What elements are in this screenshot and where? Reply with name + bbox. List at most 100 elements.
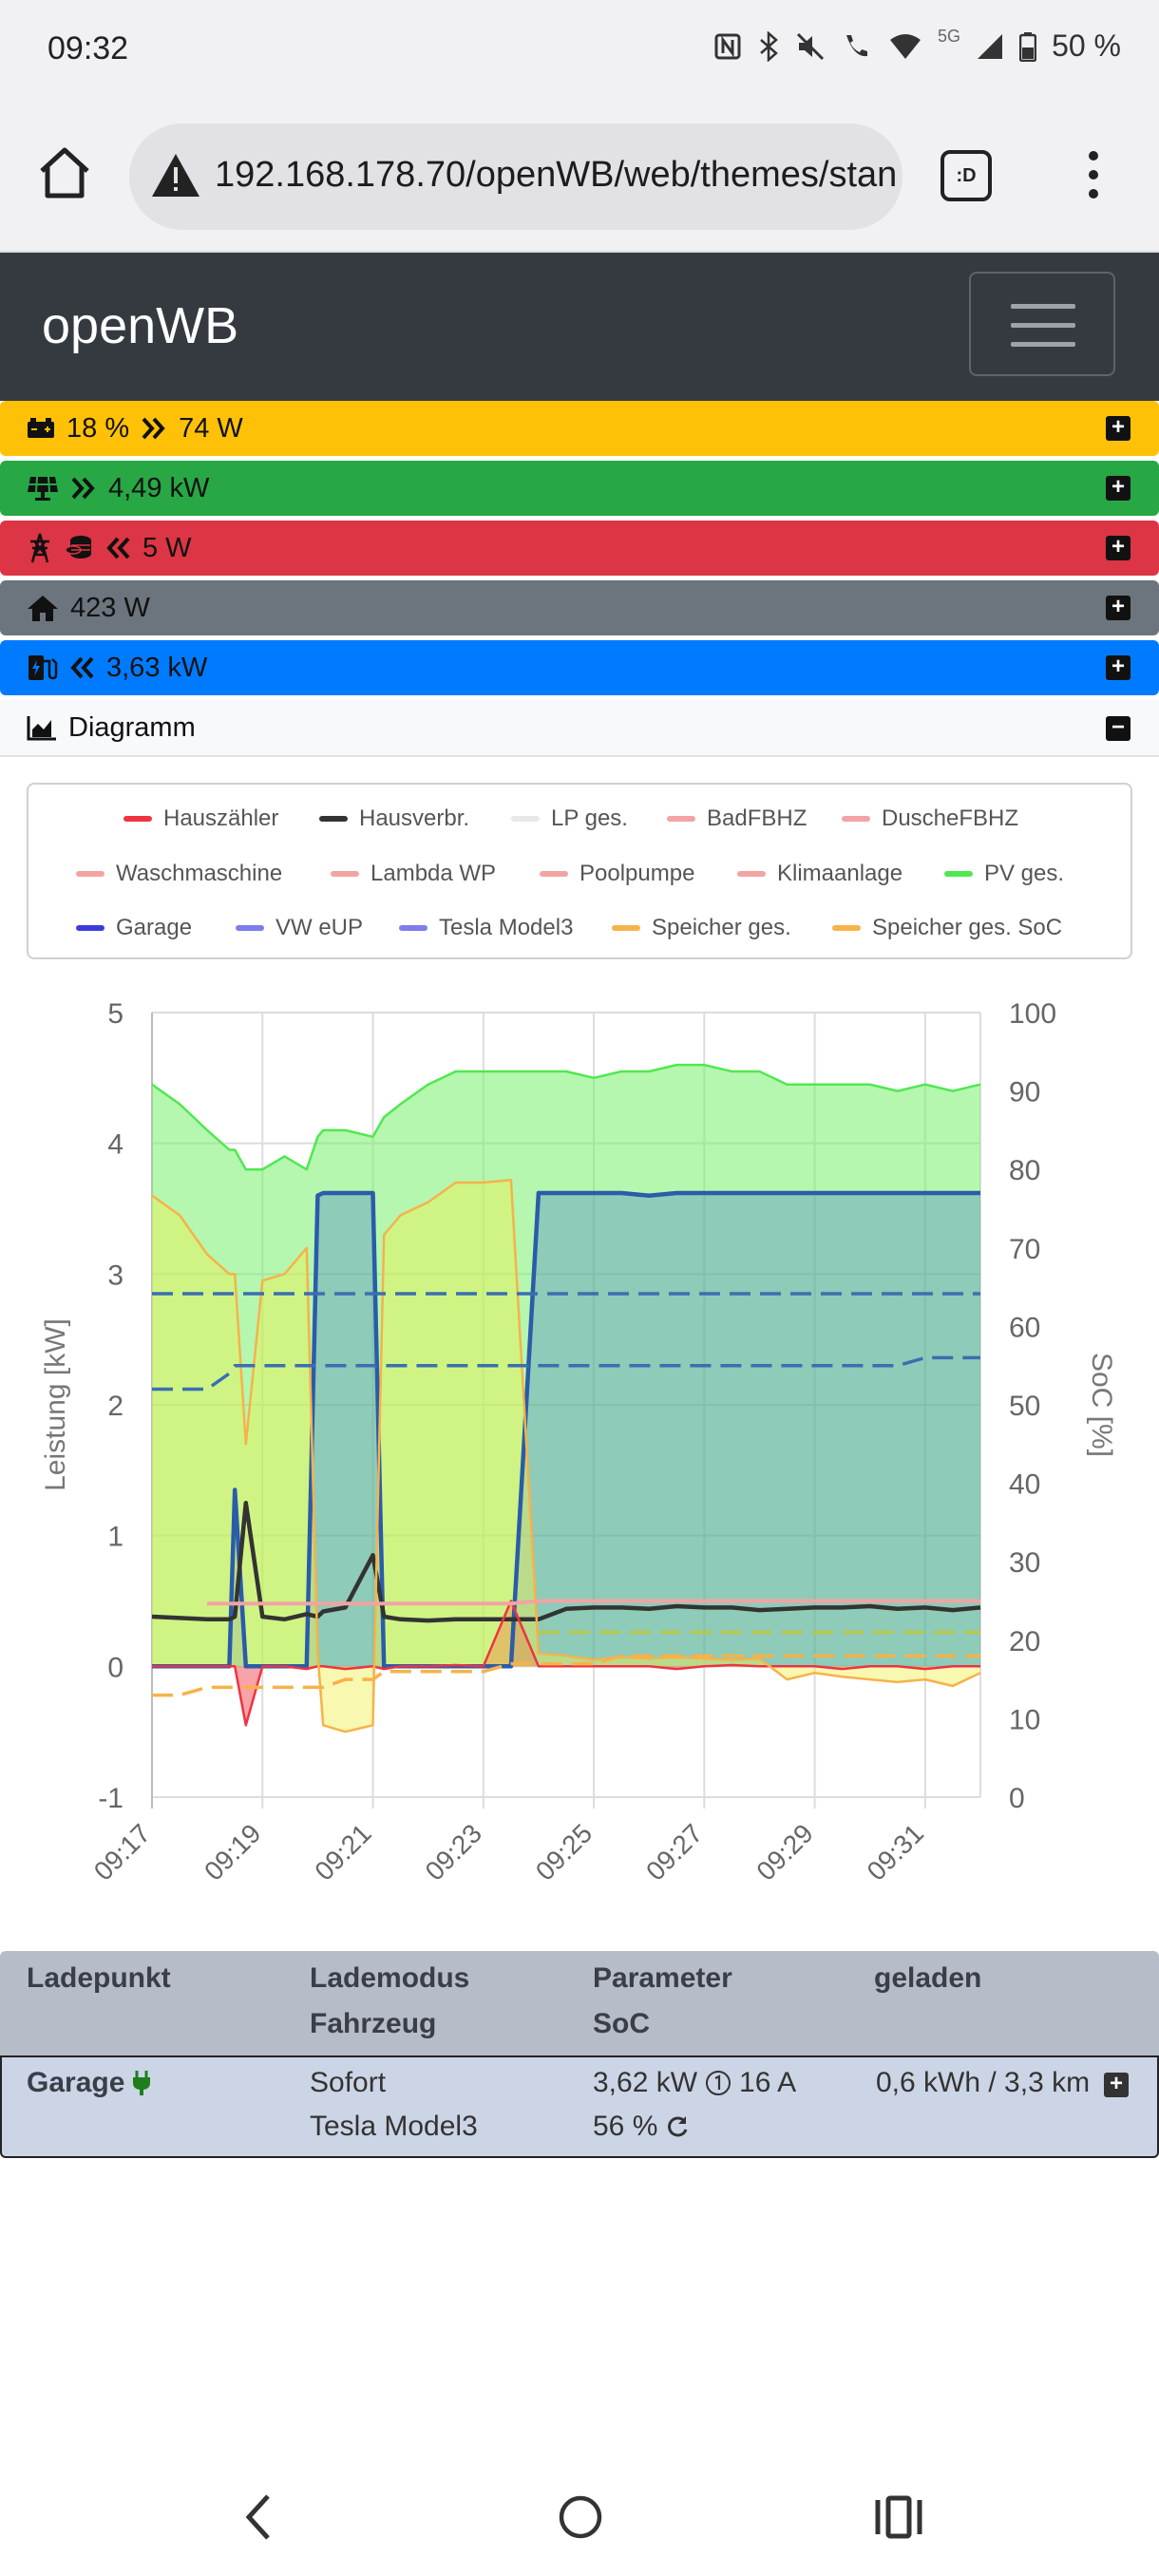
legend-item[interactable]: Tesla Model3	[399, 915, 573, 941]
legend-item[interactable]: Speicher ges.	[612, 915, 791, 941]
legend-item[interactable]: Hausverbr.	[319, 805, 469, 832]
charge-current: 16 A	[739, 2067, 797, 2098]
pv-power: 4,49 kW	[108, 472, 210, 503]
y-tick-label: 0	[107, 1652, 124, 1683]
legend-item[interactable]: BadFBHZ	[667, 805, 807, 832]
soc-cell: 56 %	[593, 2111, 690, 2143]
home-icon[interactable]	[34, 142, 95, 203]
legend-item[interactable]: Hauszähler	[124, 805, 278, 832]
charged-amount: 0,6 kWh / 3,3 km	[876, 2067, 1091, 2098]
legend-item[interactable]: VW eUP	[236, 915, 363, 941]
vehicle-soc: 56 %	[593, 2111, 658, 2142]
y2-tick-label: 60	[1009, 1312, 1040, 1343]
bluetooth-icon	[760, 30, 778, 62]
double-chevron-right-icon	[70, 476, 97, 501]
legend-item[interactable]: LP ges.	[511, 805, 628, 832]
y-axis-title: Leistung [kW]	[40, 1318, 71, 1491]
grid-row[interactable]: 5 W +	[0, 521, 1159, 576]
nfc-icon	[714, 33, 741, 59]
legend-swatch	[842, 816, 870, 822]
warning-icon[interactable]	[150, 152, 201, 199]
more-menu-icon[interactable]	[1081, 146, 1106, 203]
expand-plus-icon[interactable]: +	[1104, 2073, 1129, 2097]
brand-title[interactable]: openWB	[42, 297, 239, 354]
chargepoint-name-cell: Garage	[27, 2067, 151, 2099]
legend-swatch	[236, 925, 264, 931]
tab-switcher-button[interactable]: :D	[940, 150, 992, 201]
legend-item[interactable]: DuscheFBHZ	[842, 805, 1018, 832]
header-parameter: Parameter	[593, 1962, 732, 1994]
pv-row[interactable]: 4,49 kW +	[0, 461, 1159, 516]
hamburger-line	[1011, 304, 1075, 309]
series-line	[151, 1178, 981, 1733]
legend-item[interactable]: Lambda WP	[331, 861, 496, 887]
legend-swatch	[399, 925, 428, 931]
legend-label: BadFBHZ	[707, 805, 808, 831]
mute-icon	[796, 32, 825, 60]
charge-mode[interactable]: Sofort	[310, 2067, 387, 2098]
y2-tick-label: 50	[1009, 1391, 1040, 1422]
url-bar[interactable]: 192.168.178.70/openWB/web/themes/stan	[129, 123, 902, 230]
battery-row[interactable]: 18 % 74 W +	[0, 401, 1159, 456]
legend-label: Waschmaschine	[116, 861, 283, 886]
legend-swatch	[319, 816, 348, 822]
header-fahrzeug: Fahrzeug	[310, 2008, 437, 2039]
series-line	[152, 1600, 980, 1727]
recents-icon[interactable]	[874, 2492, 923, 2542]
chargepoint-row[interactable]: 3,63 kW +	[0, 640, 1159, 695]
double-chevron-left-icon	[68, 655, 95, 680]
series-line	[151, 1501, 981, 1623]
browser-toolbar: 192.168.178.70/openWB/web/themes/stan :D	[0, 99, 1159, 253]
legend-label: Hauszähler	[163, 805, 279, 831]
double-chevron-right-icon	[141, 416, 167, 441]
y2-tick-label: 20	[1009, 1626, 1040, 1657]
legend-swatch	[540, 871, 568, 877]
y2-tick-label: 70	[1009, 1234, 1040, 1265]
expand-plus-icon[interactable]: +	[1106, 655, 1130, 680]
menu-toggle-button[interactable]	[969, 272, 1115, 376]
legend-item[interactable]: Poolpumpe	[540, 861, 694, 887]
legend-item[interactable]: Klimaanlage	[737, 861, 902, 887]
home-circle-icon[interactable]	[557, 2492, 604, 2542]
legend-label: PV ges.	[984, 861, 1065, 886]
refresh-icon[interactable]	[665, 2114, 690, 2139]
signal-icon	[978, 33, 1003, 59]
legend-item[interactable]: Garage	[76, 915, 192, 941]
expand-plus-icon[interactable]: +	[1106, 416, 1130, 441]
collapse-minus-icon[interactable]: −	[1106, 716, 1130, 741]
legend-label: Lambda WP	[370, 861, 497, 886]
phase-one-icon	[706, 2071, 732, 2095]
battery-soc: 18 %	[66, 412, 130, 444]
y2-axis-title: SoC [%]	[1086, 1353, 1117, 1457]
url-text[interactable]: 192.168.178.70/openWB/web/themes/stan	[215, 155, 898, 195]
series-line	[151, 1063, 981, 1171]
expand-plus-icon[interactable]: +	[1106, 536, 1130, 560]
y-tick-label: 4	[107, 1129, 124, 1161]
battery-icon	[1019, 31, 1037, 62]
series-area	[152, 1193, 980, 1667]
expand-plus-icon[interactable]: +	[1106, 476, 1130, 501]
expand-plus-icon[interactable]: +	[1106, 596, 1130, 620]
diagram-row[interactable]: Diagramm −	[0, 700, 1159, 757]
x-tick-label: 09:31	[862, 1818, 929, 1885]
wifi-call-icon	[846, 34, 868, 56]
legend-item[interactable]: PV ges.	[944, 861, 1064, 887]
house-row[interactable]: 423 W +	[0, 580, 1159, 635]
legend-item[interactable]: Speicher ges. SoC	[832, 915, 1062, 941]
legend-item[interactable]: Waschmaschine	[76, 861, 282, 887]
header-geladen: geladen	[874, 1962, 982, 1994]
legend-swatch	[737, 871, 766, 877]
series-line	[152, 1355, 980, 1392]
legend-swatch	[832, 925, 861, 931]
legend-label: Hausverbr.	[359, 805, 470, 831]
back-icon[interactable]	[239, 2492, 277, 2542]
battery-power: 74 W	[179, 412, 243, 444]
area-chart-icon	[27, 714, 57, 741]
app-navbar: openWB	[0, 253, 1159, 401]
table-row[interactable]: Garage Sofort Tesla Model3 3,62 kW 16 A …	[0, 2055, 1159, 2158]
legend-label: DuscheFBHZ	[882, 805, 1019, 831]
y-tick-label: 5	[107, 998, 124, 1030]
charge-power: 3,62 kW	[593, 2067, 698, 2098]
series-line	[207, 1599, 980, 1606]
legend-label: Klimaanlage	[777, 861, 903, 886]
